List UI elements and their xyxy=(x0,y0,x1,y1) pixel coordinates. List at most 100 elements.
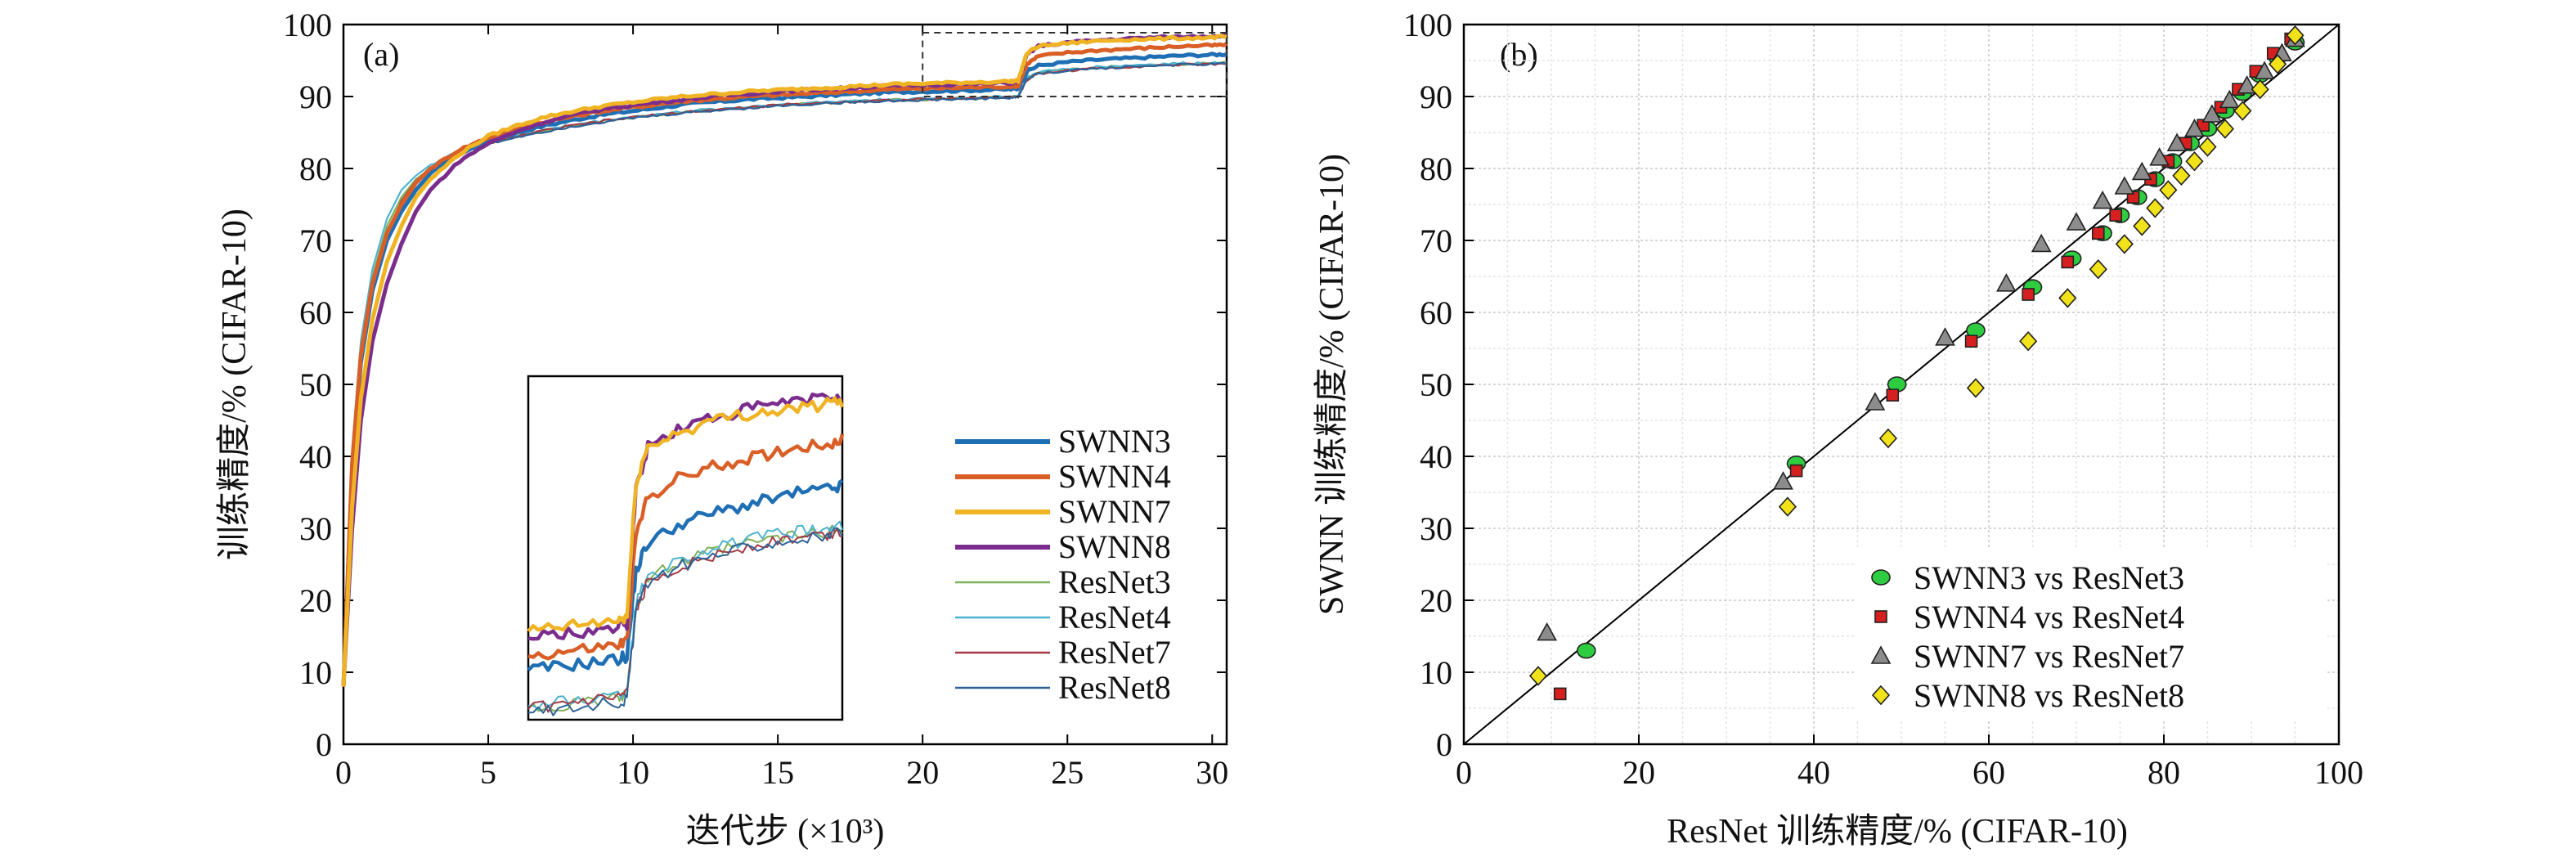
data-point-square xyxy=(1886,388,1900,402)
legend-label: SWNN4 vs ResNet4 xyxy=(1914,599,2184,635)
inset-series-line-swnn8 xyxy=(527,393,843,641)
data-point-diamond xyxy=(2198,137,2217,157)
data-point-square xyxy=(2061,255,2075,269)
panel-b-x-axis-label: ResNet 训练精度/% (CIFAR-10) xyxy=(1667,812,2128,851)
x-tick-label: 0 xyxy=(1456,754,1472,791)
y-tick-label: 80 xyxy=(1420,150,1452,187)
zoom-region-box xyxy=(922,32,1228,97)
data-point-diamond xyxy=(2146,198,2165,218)
data-point-triangle xyxy=(1935,327,1955,346)
chart-panel-a: (a) 迭代步 (×10³) 训练精度/% (CIFAR-10) 0 5 10 15 2… xyxy=(215,7,1228,851)
data-point-square xyxy=(1964,334,1978,348)
y-tick-label: 90 xyxy=(299,79,332,115)
series-line-swnn3 xyxy=(341,52,1227,687)
x-tick-label: 25 xyxy=(1051,754,1084,791)
x-tick-label: 60 xyxy=(1972,754,2005,791)
x-tick-label: 80 xyxy=(2147,754,2180,791)
data-point-triangle xyxy=(2149,147,2170,166)
data-point-square xyxy=(2091,227,2105,240)
y-tick-label: 10 xyxy=(299,654,332,691)
data-point-diamond xyxy=(2251,79,2269,100)
y-tick-label: 80 xyxy=(299,150,332,187)
chart-panel-b: (b) ResNet 训练精度/% (CIFAR-10) SWNN 训练精度/%… xyxy=(1313,7,2363,851)
y-tick-label: 10 xyxy=(1420,654,1452,691)
y-tick-label: 40 xyxy=(1420,438,1452,475)
data-point-triangle xyxy=(1537,622,1558,641)
panel-b-y-axis-label: SWNN 训练精度/% (CIFAR-10) xyxy=(1313,154,1351,615)
y-tick-label: 60 xyxy=(1420,294,1452,331)
y-tick-label: 70 xyxy=(299,222,332,259)
panel-a-x-axis-label: 迭代步 (×10³) xyxy=(686,813,885,851)
data-point-triangle xyxy=(1996,273,2017,292)
panel-b-label: (b) xyxy=(1500,36,1538,73)
legend-label: SWNN7 vs ResNet7 xyxy=(1914,638,2184,675)
x-tick-label: 15 xyxy=(761,754,794,791)
series-line-swnn4 xyxy=(341,42,1228,687)
data-point-triangle xyxy=(2114,176,2135,195)
y-tick-label: 100 xyxy=(283,7,332,43)
y-tick-label: 60 xyxy=(299,294,332,331)
data-point-diamond xyxy=(1966,378,1986,398)
data-point-diamond xyxy=(2215,119,2234,139)
x-tick-label: 30 xyxy=(1196,754,1228,791)
legend-label: SWNN3 vs ResNet3 xyxy=(1914,559,2184,596)
y-tick-label: 0 xyxy=(1436,726,1452,763)
data-point-diamond xyxy=(2115,234,2134,254)
x-tick-label: 20 xyxy=(1622,754,1655,791)
data-point-diamond xyxy=(2133,216,2152,236)
legend-label-swnn7: SWNN7 xyxy=(1058,493,1171,530)
y-tick-label: 20 xyxy=(1420,582,1452,619)
y-tick-label: 40 xyxy=(299,438,332,475)
data-point-diamond xyxy=(2233,101,2252,121)
data-point-triangle xyxy=(2184,118,2205,137)
y-tick-label: 0 xyxy=(316,726,332,763)
y-tick-label: 50 xyxy=(299,366,332,403)
x-tick-label: 40 xyxy=(1797,754,1830,791)
legend-label-swnn3: SWNN3 xyxy=(1058,423,1171,460)
data-point-triangle xyxy=(2254,61,2275,79)
panel-a-label: (a) xyxy=(363,36,399,73)
y-tick-label: 70 xyxy=(1420,222,1452,259)
legend-label-swnn4: SWNN4 xyxy=(1058,458,1171,495)
inset-series-line-resnet7 xyxy=(527,528,843,713)
data-point-square xyxy=(2109,209,2122,222)
inset-series-line-swnn4 xyxy=(527,433,845,661)
series-line-swnn7 xyxy=(341,34,1227,687)
inset-plot xyxy=(527,393,845,716)
data-point-triangle xyxy=(2092,190,2113,209)
y-tick-label: 50 xyxy=(1420,366,1452,403)
legend-marker-square xyxy=(1874,610,1887,623)
data-point-triangle xyxy=(2131,161,2152,181)
inset-series-line-swnn7 xyxy=(527,396,845,633)
legend-label-resnet7: ResNet7 xyxy=(1058,634,1171,671)
x-tick-label: 0 xyxy=(335,754,352,791)
data-point-square xyxy=(1553,687,1567,701)
legend-a: SWNN3SWNN4SWNN7SWNN8ResNet3ResNet4ResNet… xyxy=(955,423,1171,706)
data-point-triangle xyxy=(1773,471,1793,490)
x-tick-label: 100 xyxy=(2314,754,2363,791)
y-tick-label: 90 xyxy=(1420,79,1452,115)
data-point-diamond xyxy=(2172,165,2191,186)
data-point-diamond xyxy=(2286,25,2304,46)
y-tick-label: 30 xyxy=(299,510,332,547)
x-tick-label: 10 xyxy=(617,754,649,791)
y-tick-label: 30 xyxy=(1420,510,1452,547)
x-tick-label: 5 xyxy=(480,754,496,791)
legend-marker-triangle xyxy=(1870,645,1892,664)
data-point-triangle xyxy=(2031,233,2052,253)
legend-label-resnet4: ResNet4 xyxy=(1058,599,1171,635)
data-point-diamond xyxy=(1528,666,1548,686)
data-point-diamond xyxy=(2159,180,2178,200)
data-point-triangle xyxy=(2201,104,2223,123)
data-point-diamond xyxy=(2185,151,2204,172)
data-point-triangle xyxy=(1865,392,1886,411)
legend-label: SWNN8 vs ResNet8 xyxy=(1914,677,2184,714)
data-point-diamond xyxy=(2089,259,2107,280)
inset-series-line-swnn3 xyxy=(527,478,844,672)
y-tick-label: 20 xyxy=(299,582,332,619)
legend-marker-diamond xyxy=(1871,685,1891,706)
data-point-triangle xyxy=(2166,132,2188,151)
data-point-triangle xyxy=(2066,212,2087,231)
